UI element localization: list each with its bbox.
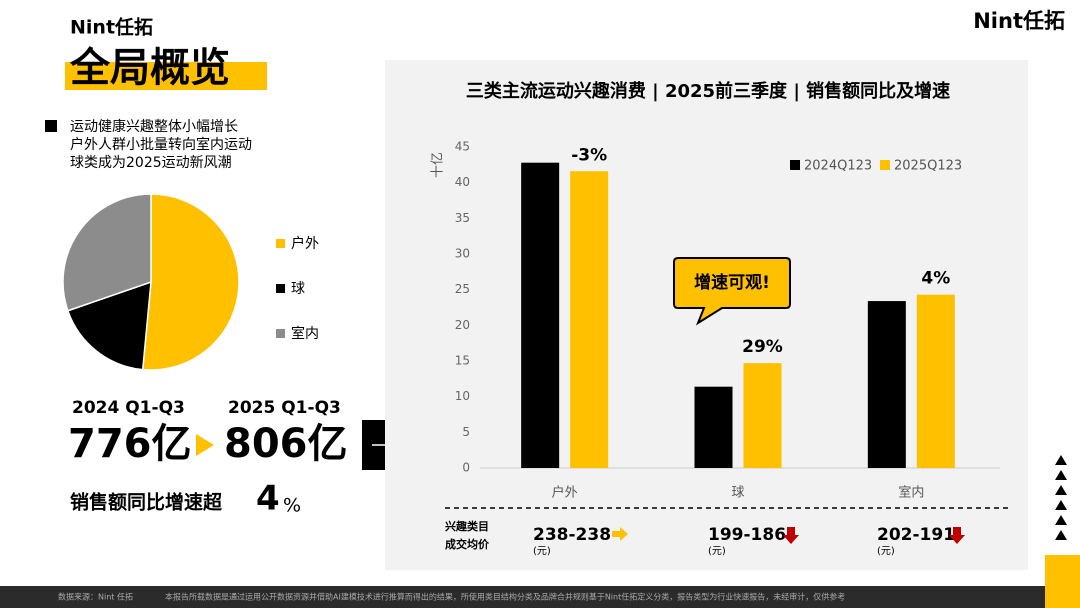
- bar: [867, 301, 906, 468]
- logo: Nint任拓: [70, 16, 153, 39]
- legend-swatch: [276, 239, 285, 248]
- y-tick-label: 30: [455, 247, 470, 261]
- y-tick-label: 5: [462, 425, 470, 439]
- bar: [521, 162, 560, 468]
- triangles: [1055, 455, 1067, 540]
- y-tick-label: 20: [455, 318, 470, 332]
- bar: [694, 386, 733, 468]
- legend-label: 户外: [291, 235, 319, 252]
- footer-source: 数据来源：Nint 任拓: [58, 592, 133, 602]
- price-range: 199-186: [708, 525, 786, 545]
- growth-label: -3%: [571, 145, 607, 165]
- total-value: 776亿: [68, 421, 192, 467]
- legend-label: 2024Q123: [804, 159, 872, 174]
- trend-down: [949, 527, 965, 544]
- bar: [916, 294, 955, 468]
- y-tick-label: 15: [455, 354, 470, 368]
- legend-swatch: [790, 160, 800, 170]
- y-axis-label: 十亿: [431, 152, 446, 178]
- price-unit: (元): [877, 546, 895, 557]
- trend-flat: [612, 527, 628, 541]
- y-tick-label: 0: [462, 461, 470, 475]
- title-highlight: [65, 62, 267, 90]
- legend-swatch: [880, 160, 890, 170]
- highlight: 运动健康兴趣整体小幅增长: [70, 118, 238, 135]
- price-unit: (元): [708, 546, 726, 557]
- x-tick-label: 户外: [552, 485, 578, 501]
- footer-bar: [0, 586, 1080, 608]
- callout-text: 增速可观!: [694, 272, 770, 293]
- total-value: 806亿: [224, 421, 348, 467]
- chart-title: 三类主流运动兴趣消费 | 2025前三季度 | 销售额同比及增速: [466, 80, 950, 102]
- legend-label: 2025Q123: [894, 159, 962, 174]
- period-label: 2025 Q1-Q3: [228, 398, 341, 418]
- y-tick-label: 35: [455, 211, 470, 225]
- y-tick-label: 40: [455, 175, 470, 189]
- trend-down: [783, 527, 799, 544]
- price-range: 202-191: [877, 525, 955, 545]
- callout: [673, 257, 791, 326]
- growth-label: 29%: [742, 337, 783, 357]
- legend-label: 室内: [291, 325, 319, 342]
- y-tick-label: 10: [455, 389, 470, 403]
- highlight: 球类成为2025运动新风潮: [70, 155, 232, 171]
- legend-label: 球: [291, 281, 305, 297]
- pie-slice: [141, 193, 240, 371]
- period-label: 2024 Q1-Q3: [72, 398, 185, 418]
- highlight: 户外人群小批量转向室内运动: [70, 136, 252, 153]
- footer-note: 本报告所载数据是通过运用公开数据资源并借助AI建模技术进行推算而得出的结果，所使…: [165, 592, 845, 602]
- corner-accent: [1045, 555, 1080, 608]
- bar: [743, 363, 782, 468]
- price-label: 兴趣类目: [445, 519, 489, 533]
- y-tick-label: 45: [455, 140, 470, 154]
- x-tick-label: 球: [731, 486, 744, 501]
- price-unit: (元): [533, 546, 551, 557]
- bullet: [45, 120, 57, 132]
- growth-label: 4%: [921, 269, 950, 289]
- legend-swatch: [276, 284, 285, 293]
- growth-number: 4: [256, 479, 280, 519]
- bar: [570, 171, 609, 468]
- price-range: 238-238: [533, 525, 611, 545]
- logo-right: Nint任拓: [973, 9, 1065, 33]
- arrow: [196, 434, 214, 456]
- pie-slice: [62, 193, 152, 312]
- price-label: 成交均价: [445, 537, 490, 551]
- page-title: 全局概览: [69, 45, 230, 91]
- growth-text: 销售额同比增速超: [70, 491, 223, 514]
- growth-unit: %: [283, 495, 301, 517]
- y-tick-label: 25: [455, 282, 470, 296]
- x-tick-label: 室内: [898, 485, 924, 501]
- legend-swatch: [276, 329, 285, 338]
